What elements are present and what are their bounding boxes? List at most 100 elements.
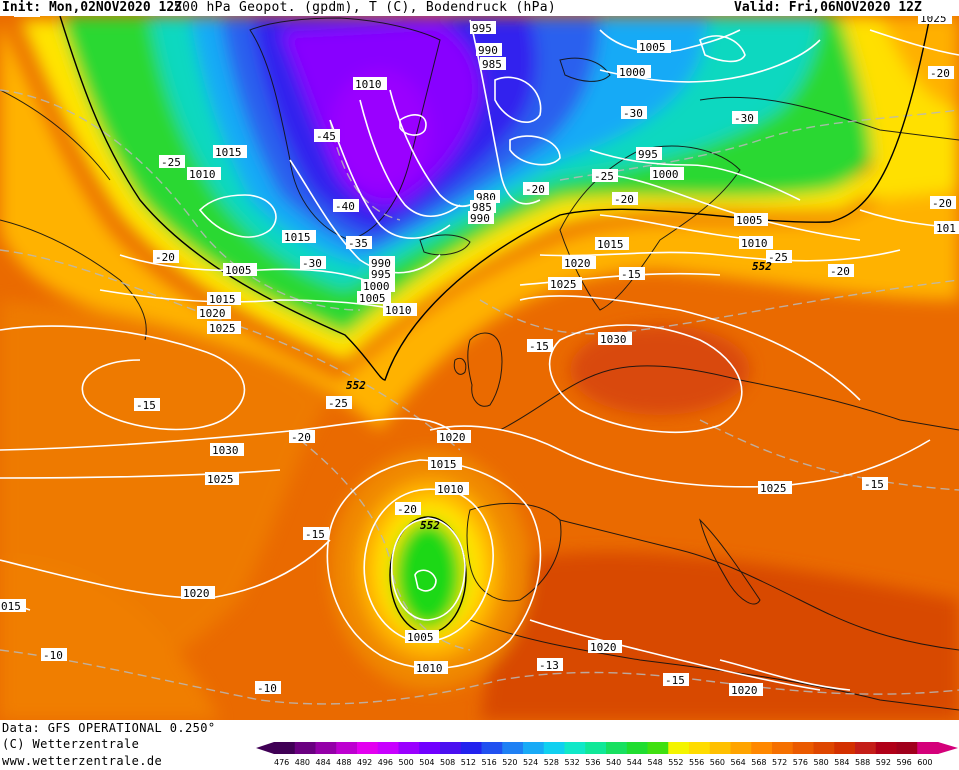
svg-text:1020: 1020 xyxy=(731,684,758,697)
scale-swatch xyxy=(543,742,565,754)
svg-text:990: 990 xyxy=(371,257,391,270)
isobar-label: 985 xyxy=(480,57,506,71)
scale-tick-label: 476 xyxy=(274,758,289,767)
svg-text:015: 015 xyxy=(1,600,21,613)
scale-tick-label: 516 xyxy=(482,758,497,767)
geopotential-field xyxy=(0,0,959,720)
isobar-label: 1025 xyxy=(548,277,582,291)
scale-swatch xyxy=(626,742,648,754)
scale-tick-label: 600 xyxy=(917,758,932,767)
isobar-label: 1015 xyxy=(428,457,462,471)
svg-text:-20: -20 xyxy=(397,503,417,516)
svg-text:1005: 1005 xyxy=(359,292,386,305)
scale-tick-label: 488 xyxy=(336,758,351,767)
svg-text:1030: 1030 xyxy=(212,444,239,457)
svg-text:995: 995 xyxy=(371,268,391,281)
isobar-label: 995 xyxy=(369,267,395,281)
scale-tick-label: 568 xyxy=(751,758,766,767)
isobar-label: 990 xyxy=(369,256,395,270)
isobar-label: 995 xyxy=(470,21,496,35)
svg-text:985: 985 xyxy=(472,201,492,214)
temp-label: -10 xyxy=(255,681,281,695)
isobar-label: 1000 xyxy=(650,167,684,181)
scale-swatch xyxy=(772,742,794,754)
scale-tick-label: 596 xyxy=(897,758,912,767)
svg-text:-20: -20 xyxy=(525,183,545,196)
scale-arrow-left xyxy=(256,742,274,754)
scale-tick-label: 492 xyxy=(357,758,372,767)
svg-text:1025: 1025 xyxy=(209,322,236,335)
temp-label: -45 xyxy=(314,129,340,143)
svg-text:-15: -15 xyxy=(621,268,641,281)
chart-header: Init: Mon,02NOV2020 12Z 500 hPa Geopot. … xyxy=(0,0,959,16)
temp-label: -20 xyxy=(395,502,421,516)
svg-text:-15: -15 xyxy=(136,399,156,412)
isobar-label: 1010 xyxy=(383,303,417,317)
scale-tick-label: 564 xyxy=(731,758,746,767)
svg-text:1010: 1010 xyxy=(385,304,412,317)
contour-label: 552 xyxy=(752,260,772,273)
contour-label: 552 xyxy=(420,519,440,532)
svg-text:-20: -20 xyxy=(155,251,175,264)
svg-text:1020: 1020 xyxy=(439,431,466,444)
svg-text:1000: 1000 xyxy=(619,66,646,79)
isobar-label: 1010 xyxy=(435,482,469,496)
svg-text:-20: -20 xyxy=(291,431,311,444)
temp-label: -15 xyxy=(134,398,160,412)
scale-swatch xyxy=(668,742,690,754)
svg-text:1000: 1000 xyxy=(363,280,390,293)
scale-tick-label: 504 xyxy=(419,758,434,767)
scale-tick-label: 544 xyxy=(627,758,642,767)
valid-time: Valid: Fri,06NOV2020 12Z xyxy=(734,0,922,15)
svg-text:1010: 1010 xyxy=(741,237,768,250)
svg-text:1020: 1020 xyxy=(564,257,591,270)
scale-swatch xyxy=(564,742,586,754)
temp-label: -35 xyxy=(346,236,372,250)
isobar-label: 1025 xyxy=(758,481,792,495)
website-link[interactable]: www.wetterzentrale.de xyxy=(2,754,163,768)
scale-arrow-right xyxy=(938,742,958,754)
temp-label: -30 xyxy=(621,106,647,120)
isobar-label: 1020 xyxy=(437,430,471,444)
scale-swatch xyxy=(294,742,316,754)
isobar-label: 990 xyxy=(476,43,502,57)
scale-swatch xyxy=(751,742,773,754)
isobar-label: 1010 xyxy=(414,661,448,675)
svg-text:1020: 1020 xyxy=(183,587,210,600)
scale-swatch xyxy=(274,742,296,754)
svg-text:101: 101 xyxy=(936,222,956,235)
svg-text:1000: 1000 xyxy=(652,168,679,181)
svg-text:995: 995 xyxy=(472,22,492,35)
svg-text:1010: 1010 xyxy=(437,483,464,496)
isobar-label: 985 xyxy=(470,200,496,214)
isobar-label: 1000 xyxy=(617,65,651,79)
temp-label: -15 xyxy=(527,339,553,353)
scale-tick-label: 540 xyxy=(606,758,621,767)
isobar-label: 101 xyxy=(934,221,959,235)
temp-label: -20 xyxy=(153,250,179,264)
scale-tick-label: 536 xyxy=(585,758,600,767)
svg-text:-13: -13 xyxy=(539,659,559,672)
scale-tick-label: 528 xyxy=(544,758,559,767)
isobar-labels: 995 990 985 1005 1000 1010 1015 1010 995… xyxy=(0,11,959,697)
scale-swatch xyxy=(502,742,524,754)
svg-text:990: 990 xyxy=(478,44,498,57)
scale-swatch xyxy=(689,742,711,754)
isobar-label: 1015 xyxy=(282,230,316,244)
scale-tick-label: 484 xyxy=(316,758,331,767)
temp-label: -20 xyxy=(289,430,315,444)
isobar-label: 1005 xyxy=(405,630,439,644)
isobar-label: 1015 xyxy=(213,145,247,159)
scale-swatch xyxy=(855,742,877,754)
scale-swatch xyxy=(585,742,607,754)
isobar-label: 1005 xyxy=(357,291,391,305)
svg-text:-35: -35 xyxy=(348,237,368,250)
isobar-label: 015 xyxy=(0,599,26,613)
isobar-label: 1005 xyxy=(637,40,671,54)
scale-swatch xyxy=(357,742,379,754)
scale-swatch xyxy=(792,742,814,754)
data-source: Data: GFS OPERATIONAL 0.250° xyxy=(2,721,216,735)
scale-tick-label: 480 xyxy=(295,758,310,767)
temp-label: -30 xyxy=(732,111,758,125)
temp-label: -10 xyxy=(41,648,67,662)
